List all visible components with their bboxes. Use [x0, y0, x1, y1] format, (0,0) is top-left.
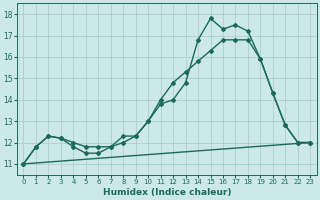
- X-axis label: Humidex (Indice chaleur): Humidex (Indice chaleur): [103, 188, 231, 197]
